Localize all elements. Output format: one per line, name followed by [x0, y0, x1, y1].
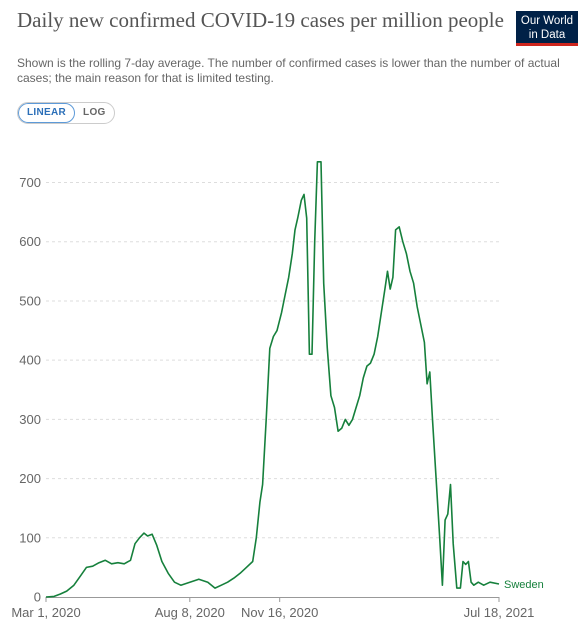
- chart-title: Daily new confirmed COVID-19 cases per m…: [17, 8, 504, 32]
- scale-toggle: LINEAR LOG: [17, 102, 115, 124]
- series-label-sweden[interactable]: Sweden: [504, 579, 544, 591]
- x-axis: Mar 1, 2020 Aug 8, 2020 Nov 16, 2020 Jul 18…: [11, 597, 534, 620]
- y-tick-label: 200: [19, 471, 41, 486]
- chart-subtitle: Shown is the rolling 7-day average. The …: [17, 56, 560, 85]
- y-tick-label: 400: [19, 353, 41, 368]
- y-tick-label: 700: [19, 175, 41, 190]
- x-tick-label: Mar 1, 2020: [11, 605, 80, 620]
- y-tick-label: 0: [34, 590, 41, 605]
- y-tick-label: 600: [19, 234, 41, 249]
- series-line-sweden[interactable]: [45, 161, 500, 598]
- x-tick-label: Jul 18, 2021: [464, 605, 535, 620]
- y-tick-label: 300: [19, 412, 41, 427]
- logo-line-1: Our World: [520, 15, 574, 27]
- series-layer: Sweden: [45, 161, 544, 598]
- owid-logo[interactable]: Our World in Data: [516, 11, 578, 46]
- logo-line-2: in Data: [528, 29, 566, 41]
- x-tick-label: Aug 8, 2020: [155, 605, 225, 620]
- linear-scale-button[interactable]: LINEAR: [18, 103, 76, 123]
- y-tick-label: 500: [19, 293, 41, 308]
- x-tick-label: Nov 16, 2020: [241, 605, 318, 620]
- y-axis: 0 100 200 300 400 500 600 700: [19, 175, 41, 604]
- y-tick-label: 100: [19, 530, 41, 545]
- log-scale-button[interactable]: LOG: [83, 107, 106, 118]
- grid-layer: [46, 182, 499, 598]
